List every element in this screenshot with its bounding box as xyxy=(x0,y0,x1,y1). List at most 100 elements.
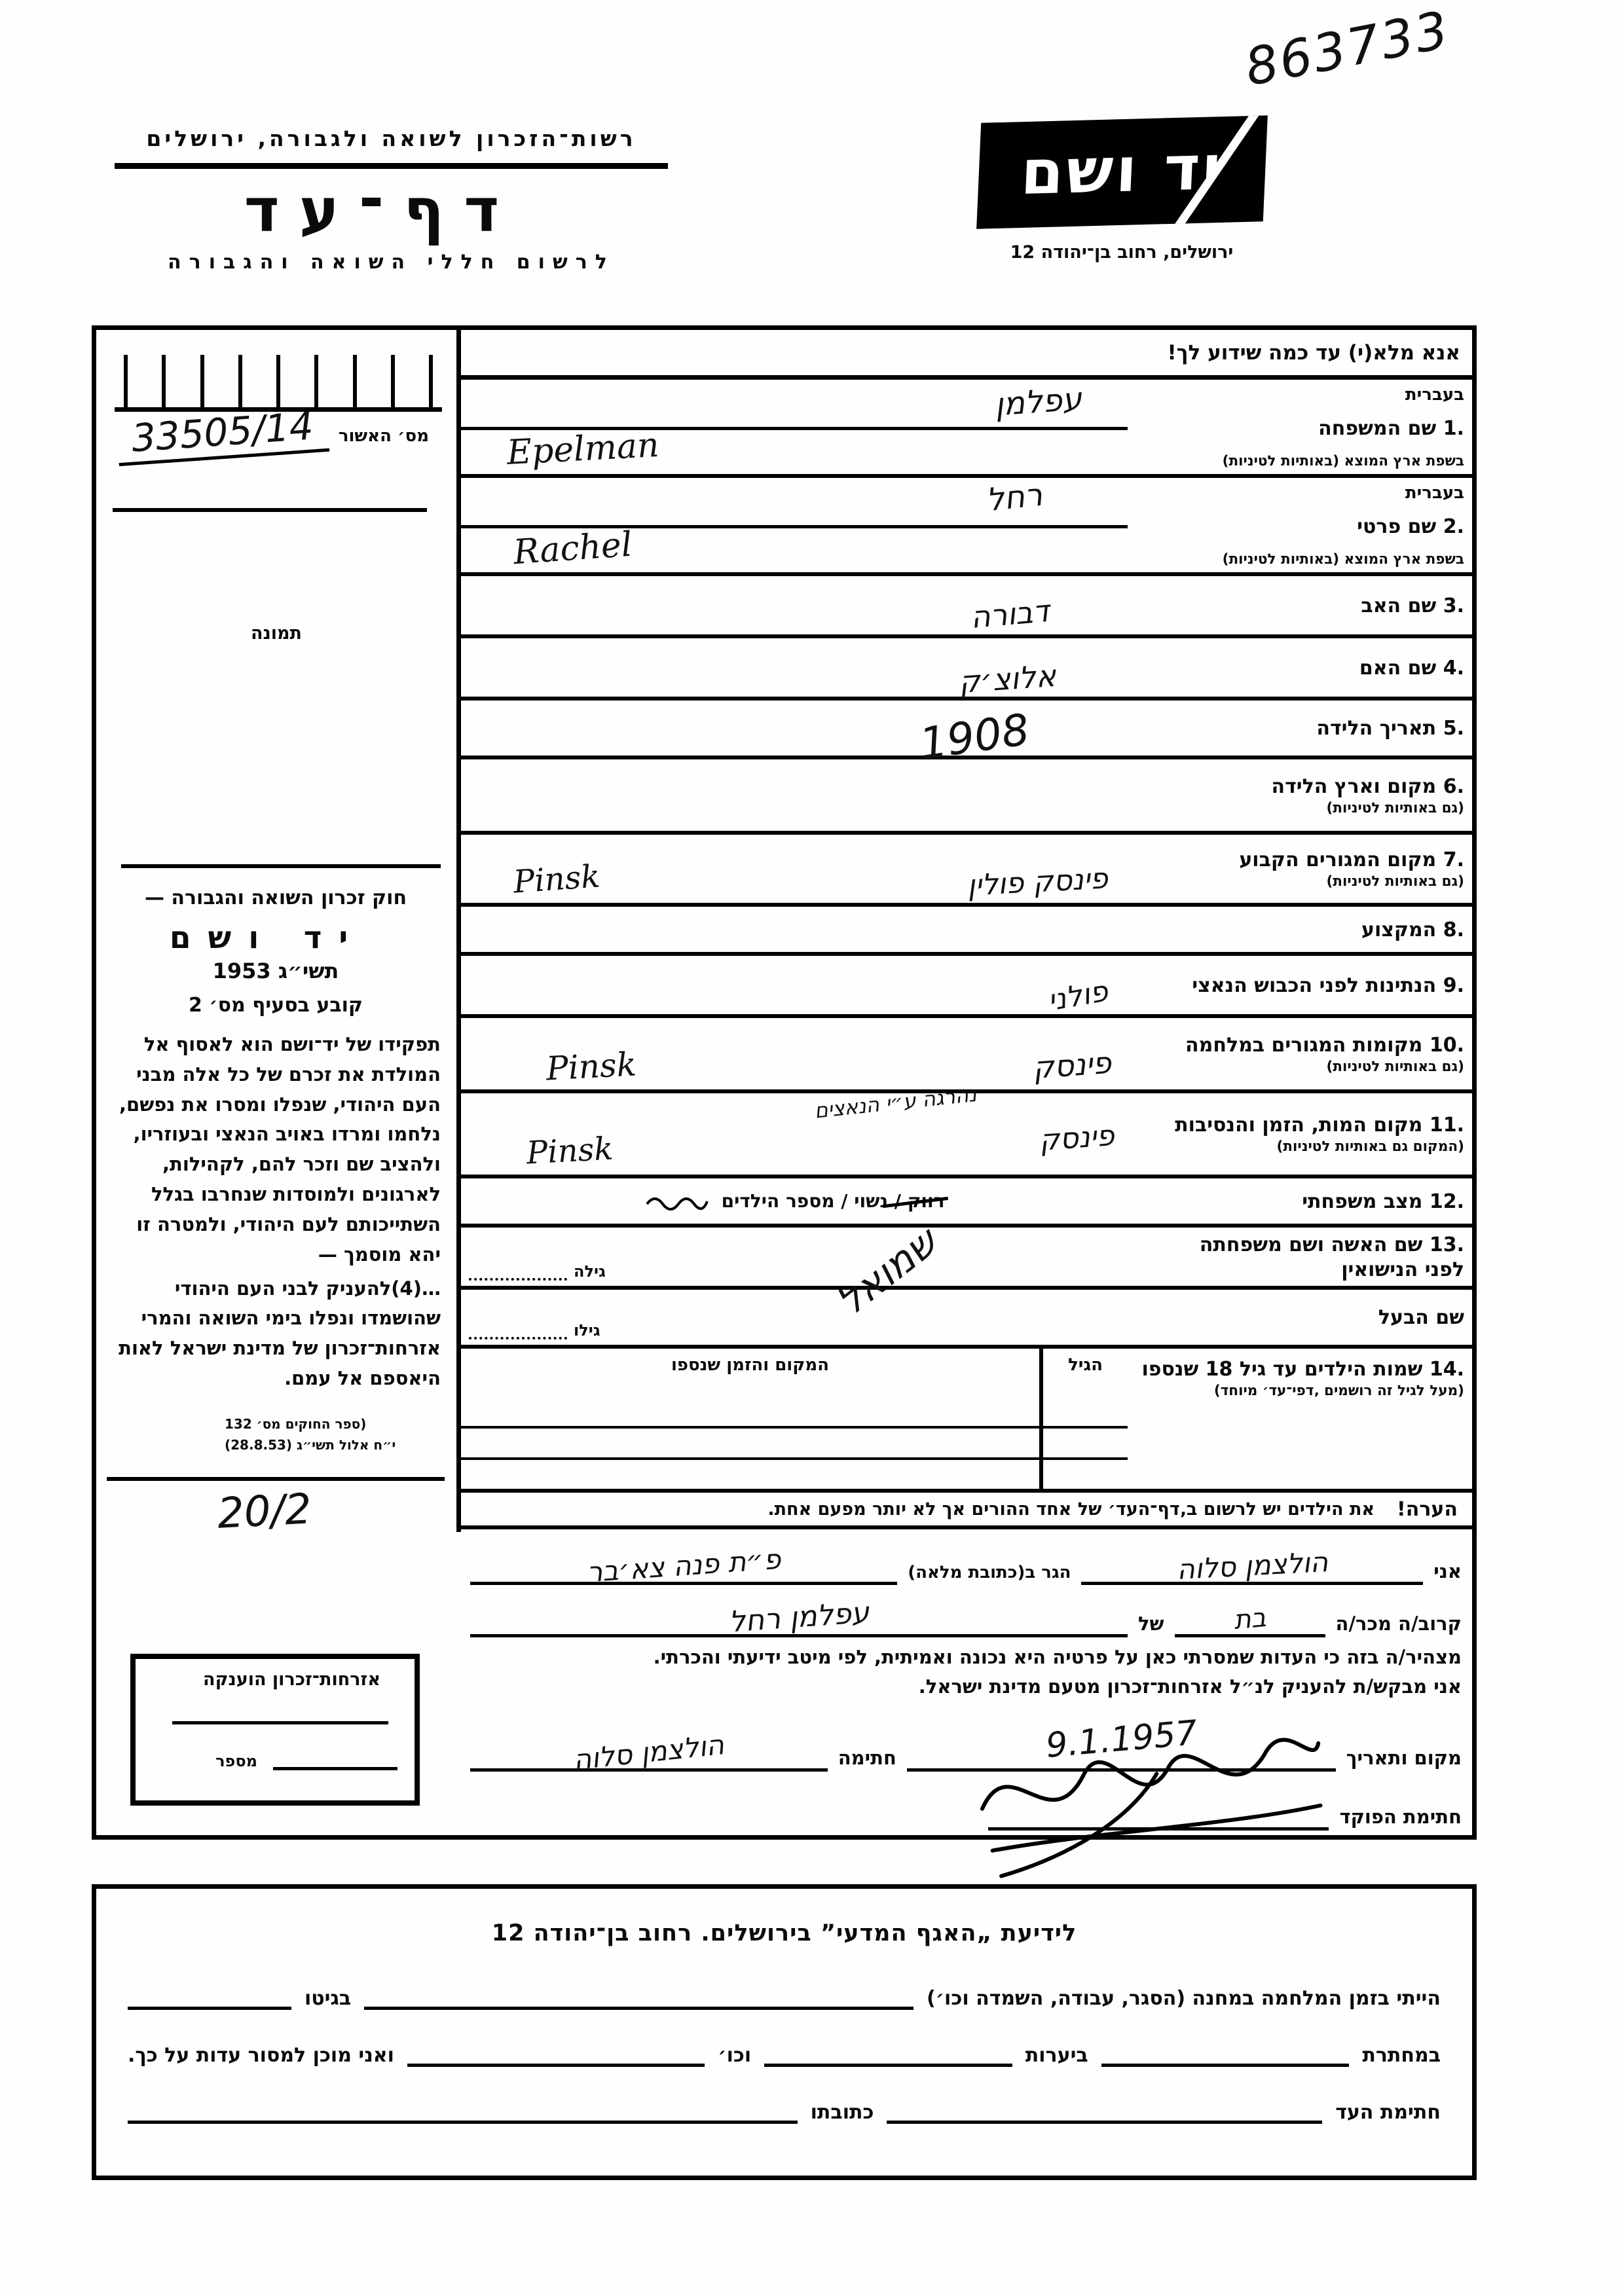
tally-marks xyxy=(115,340,442,412)
field-number: 3. xyxy=(1443,594,1464,617)
field-war-residences-label: 10. מקומות המגורים במלחמה (גם באותיות לט… xyxy=(1128,1018,1473,1089)
relation-line: בת xyxy=(1174,1592,1325,1637)
place-date-line: 9.1.1957 xyxy=(906,1706,1336,1772)
official-signature-line xyxy=(980,1738,1329,1878)
approval-number-value: 33505/14 xyxy=(115,402,330,467)
tally-tick xyxy=(314,355,319,407)
i-label: אני xyxy=(1433,1560,1462,1582)
approval-number-label: מס׳ האשור xyxy=(338,426,430,446)
signature-line: הולצמן סלוה xyxy=(470,1706,828,1776)
memorial-citizenship-box: אזרחות־זכרון הוענקה מספר xyxy=(130,1654,420,1806)
declaration-relation-row: קרוב/ה מכר/ה בת של עפלמן רחל xyxy=(461,1592,1473,1644)
field-number: 5. xyxy=(1443,717,1464,740)
witness-signature-row: חתימת העד כתובתו xyxy=(128,2101,1441,2124)
field-husband-name-label: שם הבעל xyxy=(1128,1290,1473,1345)
handwritten-victim-name: עפלמן רחל xyxy=(728,1595,870,1639)
field-mother-name: 4. שם האם אלוצ׳ק xyxy=(461,638,1473,701)
field-number: 1. xyxy=(1443,417,1464,441)
tally-tick xyxy=(390,355,395,407)
field-number: 4. xyxy=(1443,656,1464,680)
marital-status-options: רווק / נשוי / מספר הילדים xyxy=(722,1190,949,1212)
underground-row: במחתרת ביערות וכו׳ ואני מוכן למסור עדות … xyxy=(128,2044,1441,2067)
field-number: 14. xyxy=(1429,1358,1464,1381)
form-subtitle: לרשום חללי השואה והגבורה xyxy=(168,251,615,274)
form-title: דף־עד xyxy=(244,175,519,246)
tally-tick xyxy=(162,355,166,407)
field-number: 8. xyxy=(1443,918,1464,941)
etc-label: וכו׳ xyxy=(718,2044,752,2067)
field-father-name-answer: דבורה xyxy=(461,576,1128,635)
field-label: מקומות המגורים במלחמה xyxy=(1185,1033,1423,1057)
label-latin-note: (גם באותיות לטיניות) xyxy=(1326,1058,1464,1075)
field-label: מקום המות, הזמן והנסיבות xyxy=(1175,1114,1423,1137)
field-wife-name-label: 13. שם האשה ושם משפחתה לפני הנישואין xyxy=(1128,1228,1473,1286)
field-birth-date-label: 5. תאריך הלידה xyxy=(1128,701,1473,756)
field-label: הנתינות לפני הכבוש הנאצי xyxy=(1192,974,1437,997)
handwritten-first-name-hebrew: רחל xyxy=(984,476,1044,519)
handwritten-residence-hebrew: פינסק פולין xyxy=(966,862,1109,903)
field-label: המקצוע xyxy=(1361,918,1437,941)
left-column: מס׳ האשור 33505/14 תמונה חוק זכרון השואה… xyxy=(96,330,456,1836)
field-mother-name-answer: אלוצ׳ק xyxy=(461,638,1128,700)
field-number: 13. xyxy=(1429,1233,1464,1256)
tally-tick xyxy=(429,355,433,407)
place-date-signature-row: מקום ותאריך 9.1.1957 חתימה הולצמן סלוה xyxy=(461,1706,1473,1778)
tally-tick xyxy=(352,355,357,407)
field-death-place-answer: פינסק נהרגה ע״י הנאצים Pinsk xyxy=(461,1083,1128,1175)
logo-address: ירושלים, רחוב בן־יהודה 12 xyxy=(1010,242,1234,263)
handwritten-death-place-hebrew: פינסק xyxy=(1038,1119,1116,1157)
children-age-column: הגיל xyxy=(1039,1349,1128,1489)
field-death-place: 11. מקום המות, הזמן והנסיבות (המקום גם ב… xyxy=(461,1083,1473,1178)
yad-vashem-logo: יד ושם xyxy=(976,115,1268,229)
underground-line xyxy=(1101,2058,1350,2067)
field-birth-date: 5. תאריך הלידה 1908 xyxy=(461,701,1473,770)
etc-line xyxy=(407,2058,705,2067)
field-label: מקום וארץ הלידה xyxy=(1271,774,1437,798)
field-mother-name-label: 4. שם האם xyxy=(1128,638,1473,697)
header-rule xyxy=(115,163,668,169)
camp-label: הייתי בזמן המלחמה במחנה (הסגר, עבודה, הש… xyxy=(927,1987,1441,2010)
handwritten-residence-latin: Pinsk xyxy=(512,858,602,901)
main-form-box: מס׳ האשור 33505/14 תמונה חוק זכרון השואה… xyxy=(92,325,1477,1878)
field-birth-place-answer xyxy=(461,759,1128,831)
field-number: 12. xyxy=(1429,1190,1464,1213)
field-war-residences-answer: פינסק Pinsk xyxy=(461,1018,1128,1089)
field-birth-place-label: 6. מקום וארץ הלידה (גם באותיות לטיניות) xyxy=(1128,759,1473,831)
her-age-label: גילה xyxy=(574,1262,606,1281)
field-label: תאריך הלידה xyxy=(1316,717,1437,740)
forests-label: ביערות xyxy=(1025,2044,1088,2067)
label-latin-note: (המקום גם באותיות לטיניות) xyxy=(1276,1139,1464,1156)
field-children-table: 14. שמות הילדים עד גיל 18 שנספו (מעל לגי… xyxy=(461,1349,1473,1493)
handwritten-first-name-latin: Rachel xyxy=(512,524,634,573)
citizenship-request-row: אני מבקש/ת להעניק לנ״ל אזרחות־זכרון מטעם… xyxy=(461,1675,1473,1706)
law-paragraph-2: …(4)להעניק לבני העם היהודי שהושמדו ונפלו… xyxy=(119,1277,441,1389)
field-marital-status-label: 12. מצב משפחתי xyxy=(1128,1178,1473,1224)
law-title: חוק זכרון השואה והגבורה — xyxy=(144,886,407,909)
field-number: 6. xyxy=(1443,774,1464,798)
left-divider-line xyxy=(113,508,427,512)
handwritten-citizenship: פולני xyxy=(1045,974,1111,1018)
field-family-name-label: בעברית 1. שם המשפחה בשפת ארץ המוצא (באות… xyxy=(1128,380,1473,474)
field-husband-name: שם הבעל שמואל גילו xyxy=(461,1219,1473,1349)
field-label: שם המשפחה xyxy=(1318,417,1437,441)
note-title: הערה! xyxy=(1397,1497,1458,1521)
field-number: 11. xyxy=(1429,1114,1464,1137)
handwritten-signature: הולצמן סלוה xyxy=(572,1728,726,1776)
pen-squiggle xyxy=(645,1197,709,1211)
her-age-tag: גילה xyxy=(469,1262,606,1281)
field-birth-date-answer: 1908 xyxy=(461,701,1128,770)
field-label: מקום המגורים הקבוע xyxy=(1239,848,1437,872)
authority-name: רשות־הזכרון לשואה ולגבורה, ירושלים xyxy=(146,126,637,151)
signature-label: חתימה xyxy=(838,1747,896,1769)
witness-signature-label: חתימת העד xyxy=(1335,2101,1441,2124)
field-profession: 8. המקצוע xyxy=(461,907,1473,956)
official-signature-scribble xyxy=(980,1738,1323,1878)
place-date-label: מקום ותאריך xyxy=(1346,1747,1462,1769)
citizenship-number-label: מספר xyxy=(215,1752,257,1770)
citizenship-line xyxy=(172,1721,388,1724)
field-family-name-answer: עפלמן Epelman xyxy=(461,380,1128,474)
field-war-residences: 10. מקומות המגורים במלחמה (גם באותיות לט… xyxy=(461,1018,1473,1093)
children-place-column: המקום והזמן שנספו xyxy=(671,1355,830,1375)
citizenship-request: אני מבקש/ת להעניק לנ״ל אזרחות־זכרון מטעם… xyxy=(918,1675,1462,1698)
